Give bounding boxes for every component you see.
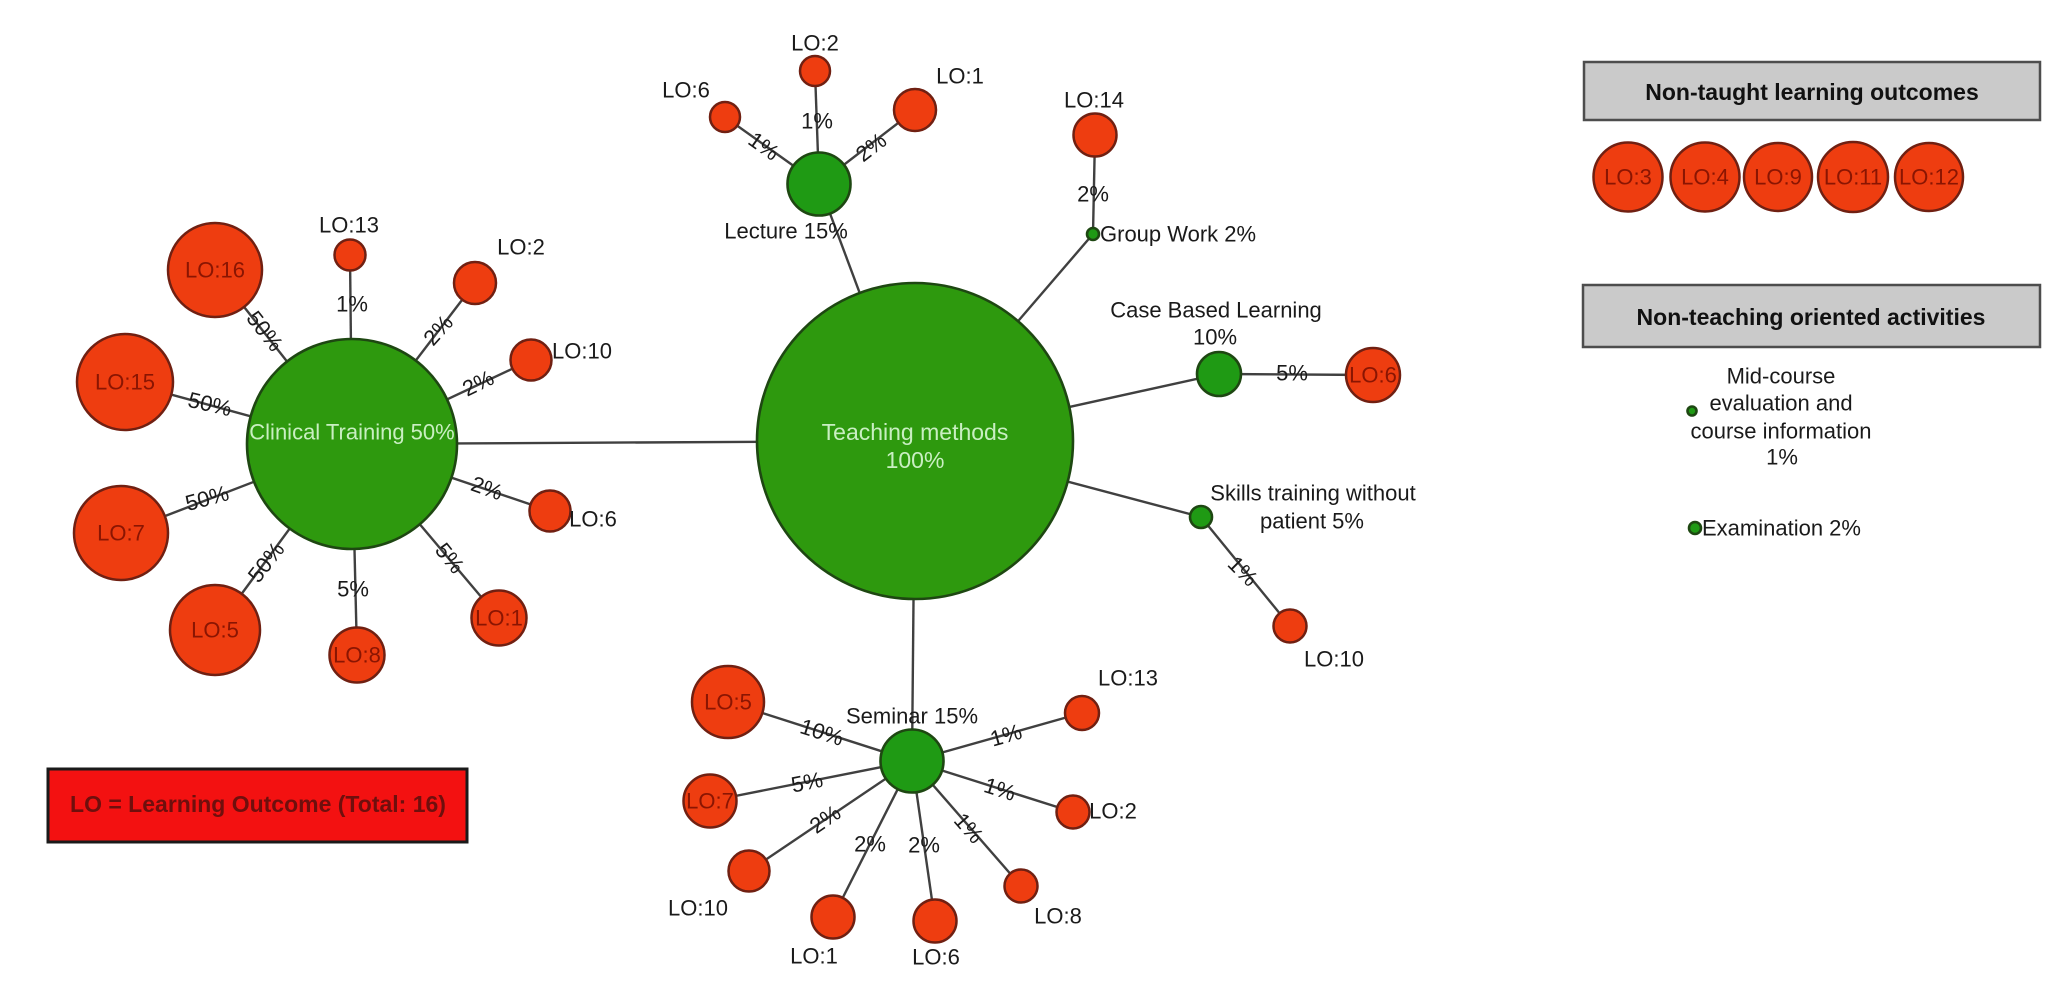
svg-text:LO:7: LO:7: [686, 789, 734, 814]
svg-text:LO:2: LO:2: [1089, 799, 1137, 824]
svg-text:course information: course information: [1691, 419, 1872, 444]
svg-text:2%: 2%: [1077, 182, 1109, 207]
svg-text:5%: 5%: [1276, 361, 1308, 386]
svg-text:Seminar 15%: Seminar 15%: [846, 704, 978, 729]
svg-text:LO:11: LO:11: [1824, 165, 1882, 190]
svg-text:Non-teaching oriented activiti: Non-teaching oriented activities: [1637, 304, 1986, 330]
svg-text:LO:8: LO:8: [333, 643, 381, 668]
svg-text:LO:10: LO:10: [1304, 647, 1364, 672]
svg-text:LO:6: LO:6: [569, 507, 617, 532]
svg-text:LO:6: LO:6: [912, 945, 960, 970]
svg-text:Case Based Learning: Case Based Learning: [1110, 298, 1322, 323]
svg-text:Mid-course: Mid-course: [1727, 364, 1836, 389]
svg-text:LO:10: LO:10: [668, 896, 728, 921]
svg-text:Non-taught learning outcomes: Non-taught learning outcomes: [1645, 79, 1979, 105]
svg-text:5%: 5%: [789, 767, 825, 798]
svg-text:Teaching methods: Teaching methods: [822, 419, 1009, 445]
svg-text:LO:8: LO:8: [1034, 904, 1082, 929]
svg-text:LO:2: LO:2: [791, 31, 839, 56]
svg-text:1%: 1%: [336, 292, 368, 317]
svg-text:evaluation and: evaluation and: [1709, 391, 1852, 416]
svg-text:LO:5: LO:5: [704, 690, 752, 715]
svg-text:2%: 2%: [908, 833, 940, 858]
svg-text:LO:2: LO:2: [497, 235, 545, 260]
svg-text:LO:12: LO:12: [1899, 165, 1959, 190]
svg-text:LO:7: LO:7: [97, 521, 145, 546]
svg-text:LO:6: LO:6: [662, 78, 710, 103]
svg-text:LO:9: LO:9: [1754, 165, 1802, 190]
svg-text:LO:1: LO:1: [936, 64, 984, 89]
svg-text:10%: 10%: [1193, 325, 1237, 350]
svg-text:Group Work 2%: Group Work 2%: [1100, 222, 1256, 247]
svg-text:LO:14: LO:14: [1064, 88, 1124, 113]
svg-text:LO:5: LO:5: [191, 618, 239, 643]
svg-text:LO:16: LO:16: [185, 258, 245, 283]
svg-text:LO:15: LO:15: [95, 370, 155, 395]
svg-text:LO:13: LO:13: [1098, 666, 1158, 691]
svg-text:2%: 2%: [854, 832, 886, 857]
svg-text:LO:3: LO:3: [1604, 165, 1652, 190]
svg-text:patient 5%: patient 5%: [1260, 509, 1364, 534]
svg-text:1%: 1%: [801, 109, 833, 134]
svg-text:LO:10: LO:10: [552, 339, 612, 364]
svg-text:Skills training without: Skills training without: [1210, 481, 1415, 506]
svg-text:LO:1: LO:1: [790, 944, 838, 969]
svg-text:Examination 2%: Examination 2%: [1702, 516, 1861, 541]
svg-text:Lecture 15%: Lecture 15%: [724, 219, 848, 244]
svg-text:LO:4: LO:4: [1681, 165, 1729, 190]
svg-text:1%: 1%: [1766, 445, 1798, 470]
svg-text:5%: 5%: [337, 577, 369, 602]
svg-text:LO:6: LO:6: [1349, 363, 1397, 388]
svg-text:100%: 100%: [886, 447, 945, 473]
svg-text:LO:1: LO:1: [475, 606, 523, 631]
svg-text:LO:13: LO:13: [319, 213, 379, 238]
svg-text:LO = Learning Outcome (Total:: LO = Learning Outcome (Total: 16): [70, 791, 446, 817]
svg-text:Clinical Training 50%: Clinical Training 50%: [249, 420, 454, 445]
